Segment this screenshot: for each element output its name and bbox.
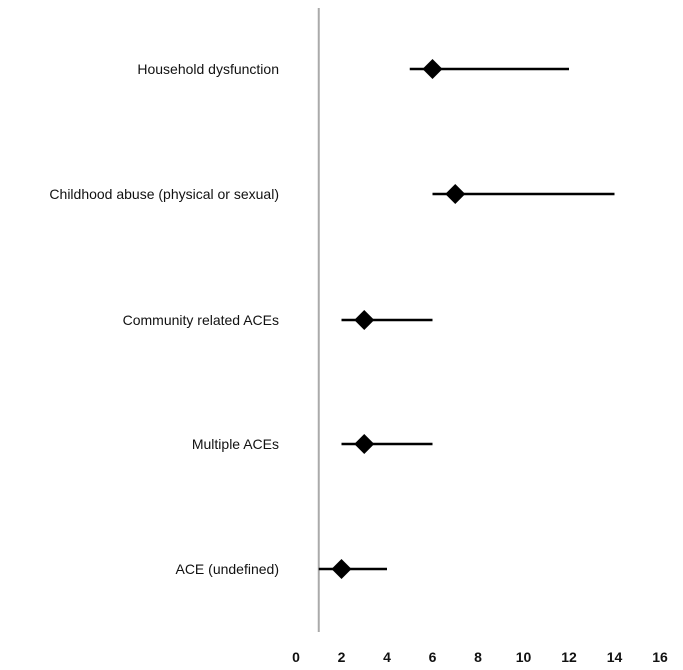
category-label: Multiple ACEs	[192, 436, 279, 452]
x-tick-label: 12	[561, 649, 577, 665]
point-estimate-marker	[354, 434, 375, 454]
point-estimates	[331, 59, 466, 579]
category-label: ACE (undefined)	[175, 561, 279, 577]
x-tick-label: 16	[652, 649, 668, 665]
category-label: Household dysfunction	[137, 61, 279, 77]
x-tick-label: 0	[292, 649, 300, 665]
category-label: Childhood abuse (physical or sexual)	[49, 186, 279, 202]
x-tick-label: 14	[607, 649, 623, 665]
x-axis-tick-labels: 0 2 4 6 8 10 12 14 16	[292, 649, 668, 665]
point-estimate-marker	[354, 310, 375, 330]
x-tick-label: 2	[338, 649, 346, 665]
point-estimate-marker	[331, 559, 352, 579]
x-tick-label: 6	[429, 649, 437, 665]
x-tick-label: 10	[516, 649, 532, 665]
category-label: Community related ACEs	[123, 312, 279, 328]
category-labels: Household dysfunction Childhood abuse (ph…	[49, 61, 279, 577]
point-estimate-marker	[445, 184, 466, 204]
x-tick-label: 8	[474, 649, 482, 665]
x-tick-label: 4	[383, 649, 391, 665]
point-estimate-marker	[422, 59, 443, 79]
